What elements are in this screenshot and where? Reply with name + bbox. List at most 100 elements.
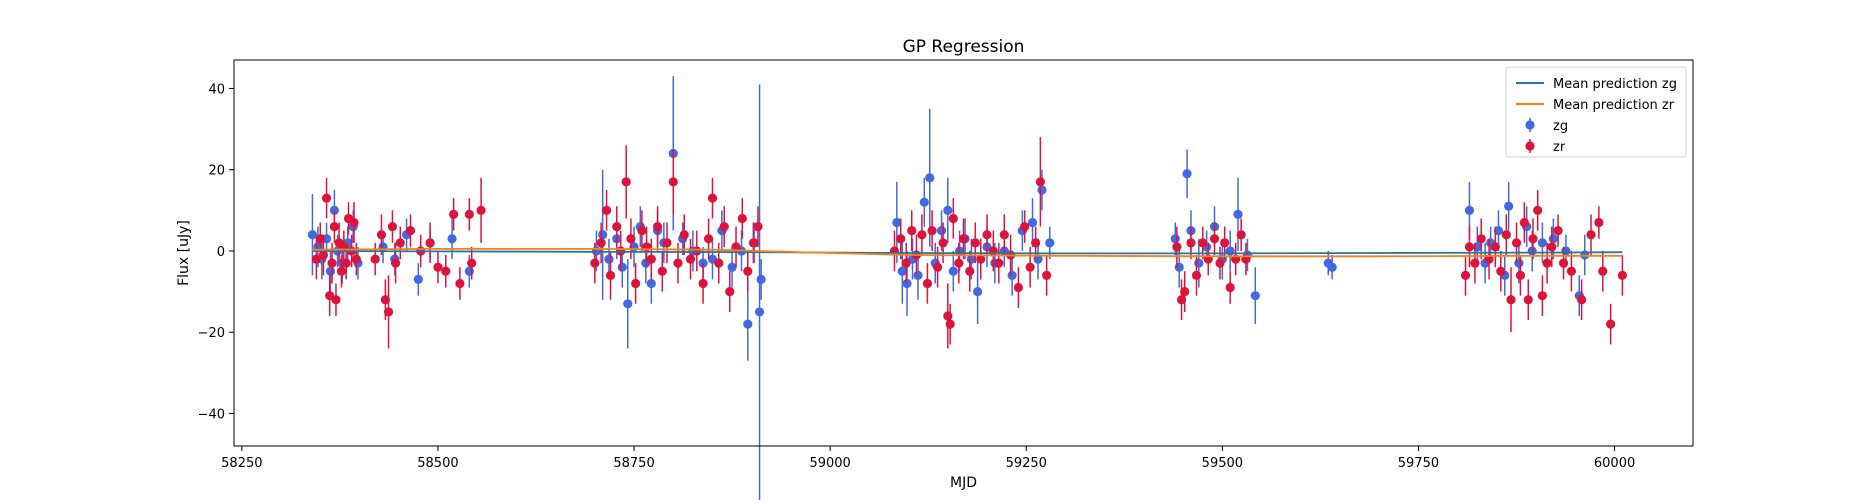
zg-point [727,262,737,272]
zr-series [311,137,1628,349]
zr-point [1172,242,1182,252]
x-tick-label: 59000 [809,456,850,471]
zr-point [596,238,606,248]
zr-point [329,221,340,232]
zr-point [673,258,683,268]
zr-point [441,266,451,276]
legend-label: Mean prediction zg [1553,77,1677,92]
zr-point [976,254,986,264]
zr-point [1577,295,1587,305]
zr-point [1460,270,1471,280]
legend-label: zg [1553,119,1568,134]
zr-point [1586,230,1596,240]
zr-point [652,221,663,232]
zr-point [311,254,321,264]
zr-point [737,213,747,224]
axes-frame [233,59,1694,447]
zg-point [897,266,907,276]
zr-point [449,209,459,219]
zg-point [1194,258,1204,268]
zr-point [331,295,341,305]
zr-point [1533,205,1543,215]
zr-point [1476,234,1486,244]
zr-point [341,258,351,268]
zr-point [753,221,763,232]
zr-point [1225,282,1235,293]
zr-point [376,230,387,240]
zr-point [464,209,474,219]
zr-point [1511,238,1522,248]
zr-point [958,234,969,244]
x-tick-label: 59750 [1398,456,1439,471]
zr-point [1490,242,1500,252]
zg-point [925,173,935,183]
zr-point [1220,238,1230,248]
zg-point [623,299,633,309]
zr-point [637,226,647,236]
legend-point-marker [1525,120,1535,130]
zr-point [668,177,678,187]
x-tick-label: 58750 [613,456,654,471]
zr-point [731,242,741,252]
plot-area [307,76,1628,504]
zr-point [349,217,359,228]
y-tick-label: −40 [198,407,225,422]
zg-point [329,205,340,215]
zg-point [936,226,947,236]
zr-point [1236,230,1246,240]
zr-point [590,258,600,268]
zr-point [725,287,735,297]
zr-point [685,254,696,264]
zr-point [383,307,394,317]
x-tick-label: 58250 [221,456,262,471]
zg-point [1527,246,1537,256]
zg-point [604,254,614,264]
zr-point [1553,226,1563,236]
zg-point [617,262,627,272]
zg-point [1182,169,1192,179]
zr-point [945,319,955,329]
zr-point [1496,266,1506,276]
zr-point [657,266,667,276]
zr-point [943,311,953,321]
zr-point [1528,234,1538,244]
legend: Mean prediction zg Mean prediction zr zg zr [1505,66,1687,158]
zr-point [467,258,477,268]
x-axis: 58250 58500 58750 59000 59250 59500 59750 60000 [221,446,1635,471]
zg-point [1250,291,1260,301]
zr-point [999,230,1009,240]
zr-point [1617,270,1628,280]
zr-point [698,278,708,289]
zr-point [743,266,753,276]
zr-point [907,226,917,236]
zr-point [433,262,443,272]
zr-point [692,246,702,256]
zg-point [307,230,318,240]
zr-point [351,254,361,264]
zg-point [447,234,457,244]
zr-point [933,262,943,272]
zr-point [1209,234,1220,244]
zr-point [917,230,927,240]
zr-point [1547,242,1557,252]
zg-point [325,266,336,276]
zr-point [370,254,380,264]
zr-point [605,270,616,280]
zr-point [982,230,992,240]
zr-point [1198,238,1208,248]
x-axis-label: MJD [950,475,977,491]
zr-point [948,213,958,224]
zg-point [1045,238,1055,248]
zr-point [714,258,724,268]
zr-point [994,258,1004,268]
x-tick-label: 60000 [1594,456,1635,471]
zr-point [1013,282,1024,293]
zg-point [1037,185,1047,195]
zr-point [938,238,948,248]
zr-point [1598,266,1608,276]
zr-point [922,278,933,289]
zg-point [1493,226,1504,236]
zg-point [1007,270,1017,280]
